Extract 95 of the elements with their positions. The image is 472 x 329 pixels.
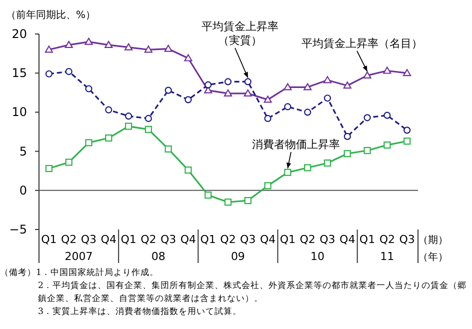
y-tick-label: 20 (12, 27, 27, 41)
point (85, 85, 92, 92)
point (403, 69, 412, 76)
point (105, 134, 112, 142)
text: （備考）1．中国国家統計局より作成。 (0, 267, 160, 280)
point (284, 168, 292, 176)
point (304, 164, 312, 172)
x-tick-label: Q3 (240, 233, 256, 246)
point (224, 89, 232, 96)
point (384, 141, 391, 149)
point (45, 70, 52, 78)
y-tick-label: 5 (19, 144, 27, 158)
x-tick-label: Q1 (120, 233, 136, 246)
series-label: 消費者物価上昇率 (252, 138, 340, 151)
text: 09 (230, 250, 245, 263)
text: 平均賃金上昇率（名目） (302, 37, 422, 50)
x-tick-label: Q3 (80, 233, 97, 246)
x-tick-label: Q2 (220, 233, 236, 246)
text: 3．実質上昇率は、消費者物価指数を用いて試算。 (37, 306, 242, 319)
point (184, 166, 192, 174)
point (363, 71, 372, 78)
point (264, 96, 272, 103)
x-tick-label: Q1 (200, 233, 216, 246)
x-tick-label: Q2 (300, 233, 316, 246)
point (65, 68, 72, 76)
point (323, 76, 332, 84)
point (364, 146, 371, 154)
point (204, 192, 212, 199)
point (404, 138, 411, 145)
text: 2007 (64, 250, 93, 263)
point (264, 182, 272, 190)
x-tick-label: Q3 (320, 233, 336, 246)
point (105, 106, 112, 114)
point (164, 44, 172, 52)
point (124, 122, 132, 130)
point (384, 112, 391, 119)
point (144, 126, 152, 133)
text: 平均賃金上昇率（実質） (202, 20, 278, 47)
point (85, 139, 92, 146)
point (65, 158, 72, 166)
point (64, 40, 73, 48)
x-tick-label: Q1 (41, 233, 57, 246)
x-tick-label: Q4 (180, 233, 196, 246)
point (244, 89, 252, 96)
x-axis-title: （期） (418, 234, 448, 246)
point (383, 66, 392, 74)
point (204, 81, 212, 88)
y-tick-label: 15 (12, 66, 27, 80)
y-axis-title: （前年同期比、%） (6, 9, 96, 21)
point (164, 86, 172, 94)
x-tick-label: Q2 (379, 233, 395, 246)
point (343, 82, 352, 89)
x-tick-label: Q4 (340, 233, 356, 246)
point (304, 83, 312, 90)
point (45, 164, 52, 172)
text: 2．平均賃金は、国有企業、集団所有制企業、株式会社、外資系企業等の都市就業者一人当たりの賃金（郷鎮企業、私営企業、自営業等の就業者は含まれない）。 (37, 280, 468, 306)
point (284, 103, 292, 110)
text: 08 (151, 250, 166, 263)
point (324, 159, 332, 167)
point (184, 54, 192, 62)
x-tick-label: Q3 (160, 233, 176, 246)
point (124, 43, 133, 50)
point (244, 197, 252, 204)
point (244, 78, 252, 86)
x-tick-label: Q1 (359, 233, 376, 246)
x-tick-label: Q2 (140, 233, 156, 246)
point (224, 198, 232, 206)
point (264, 114, 272, 122)
point (164, 145, 172, 153)
y-tick-label: −5 (9, 222, 27, 236)
point (284, 83, 292, 90)
x-tick-label: Q1 (280, 233, 296, 246)
x-tick-label: Q3 (399, 233, 415, 246)
y-tick-label: 0 (19, 183, 27, 198)
point (84, 38, 93, 45)
text: 11 (380, 250, 394, 263)
text: （年） (418, 251, 448, 263)
text: 10 (310, 250, 325, 263)
point (344, 150, 351, 158)
y-tick-label: 10 (12, 105, 27, 120)
point (324, 94, 332, 102)
point (364, 114, 371, 122)
point (344, 132, 351, 140)
point (144, 114, 152, 122)
point (184, 96, 192, 104)
point (404, 126, 411, 134)
point (224, 78, 232, 86)
x-tick-label: Q4 (100, 233, 116, 246)
x-tick-label: Q4 (260, 233, 276, 246)
point (144, 46, 152, 53)
point (124, 112, 132, 120)
point (104, 40, 113, 48)
point (304, 108, 312, 116)
point (44, 46, 53, 53)
x-tick-label: Q2 (61, 233, 77, 246)
